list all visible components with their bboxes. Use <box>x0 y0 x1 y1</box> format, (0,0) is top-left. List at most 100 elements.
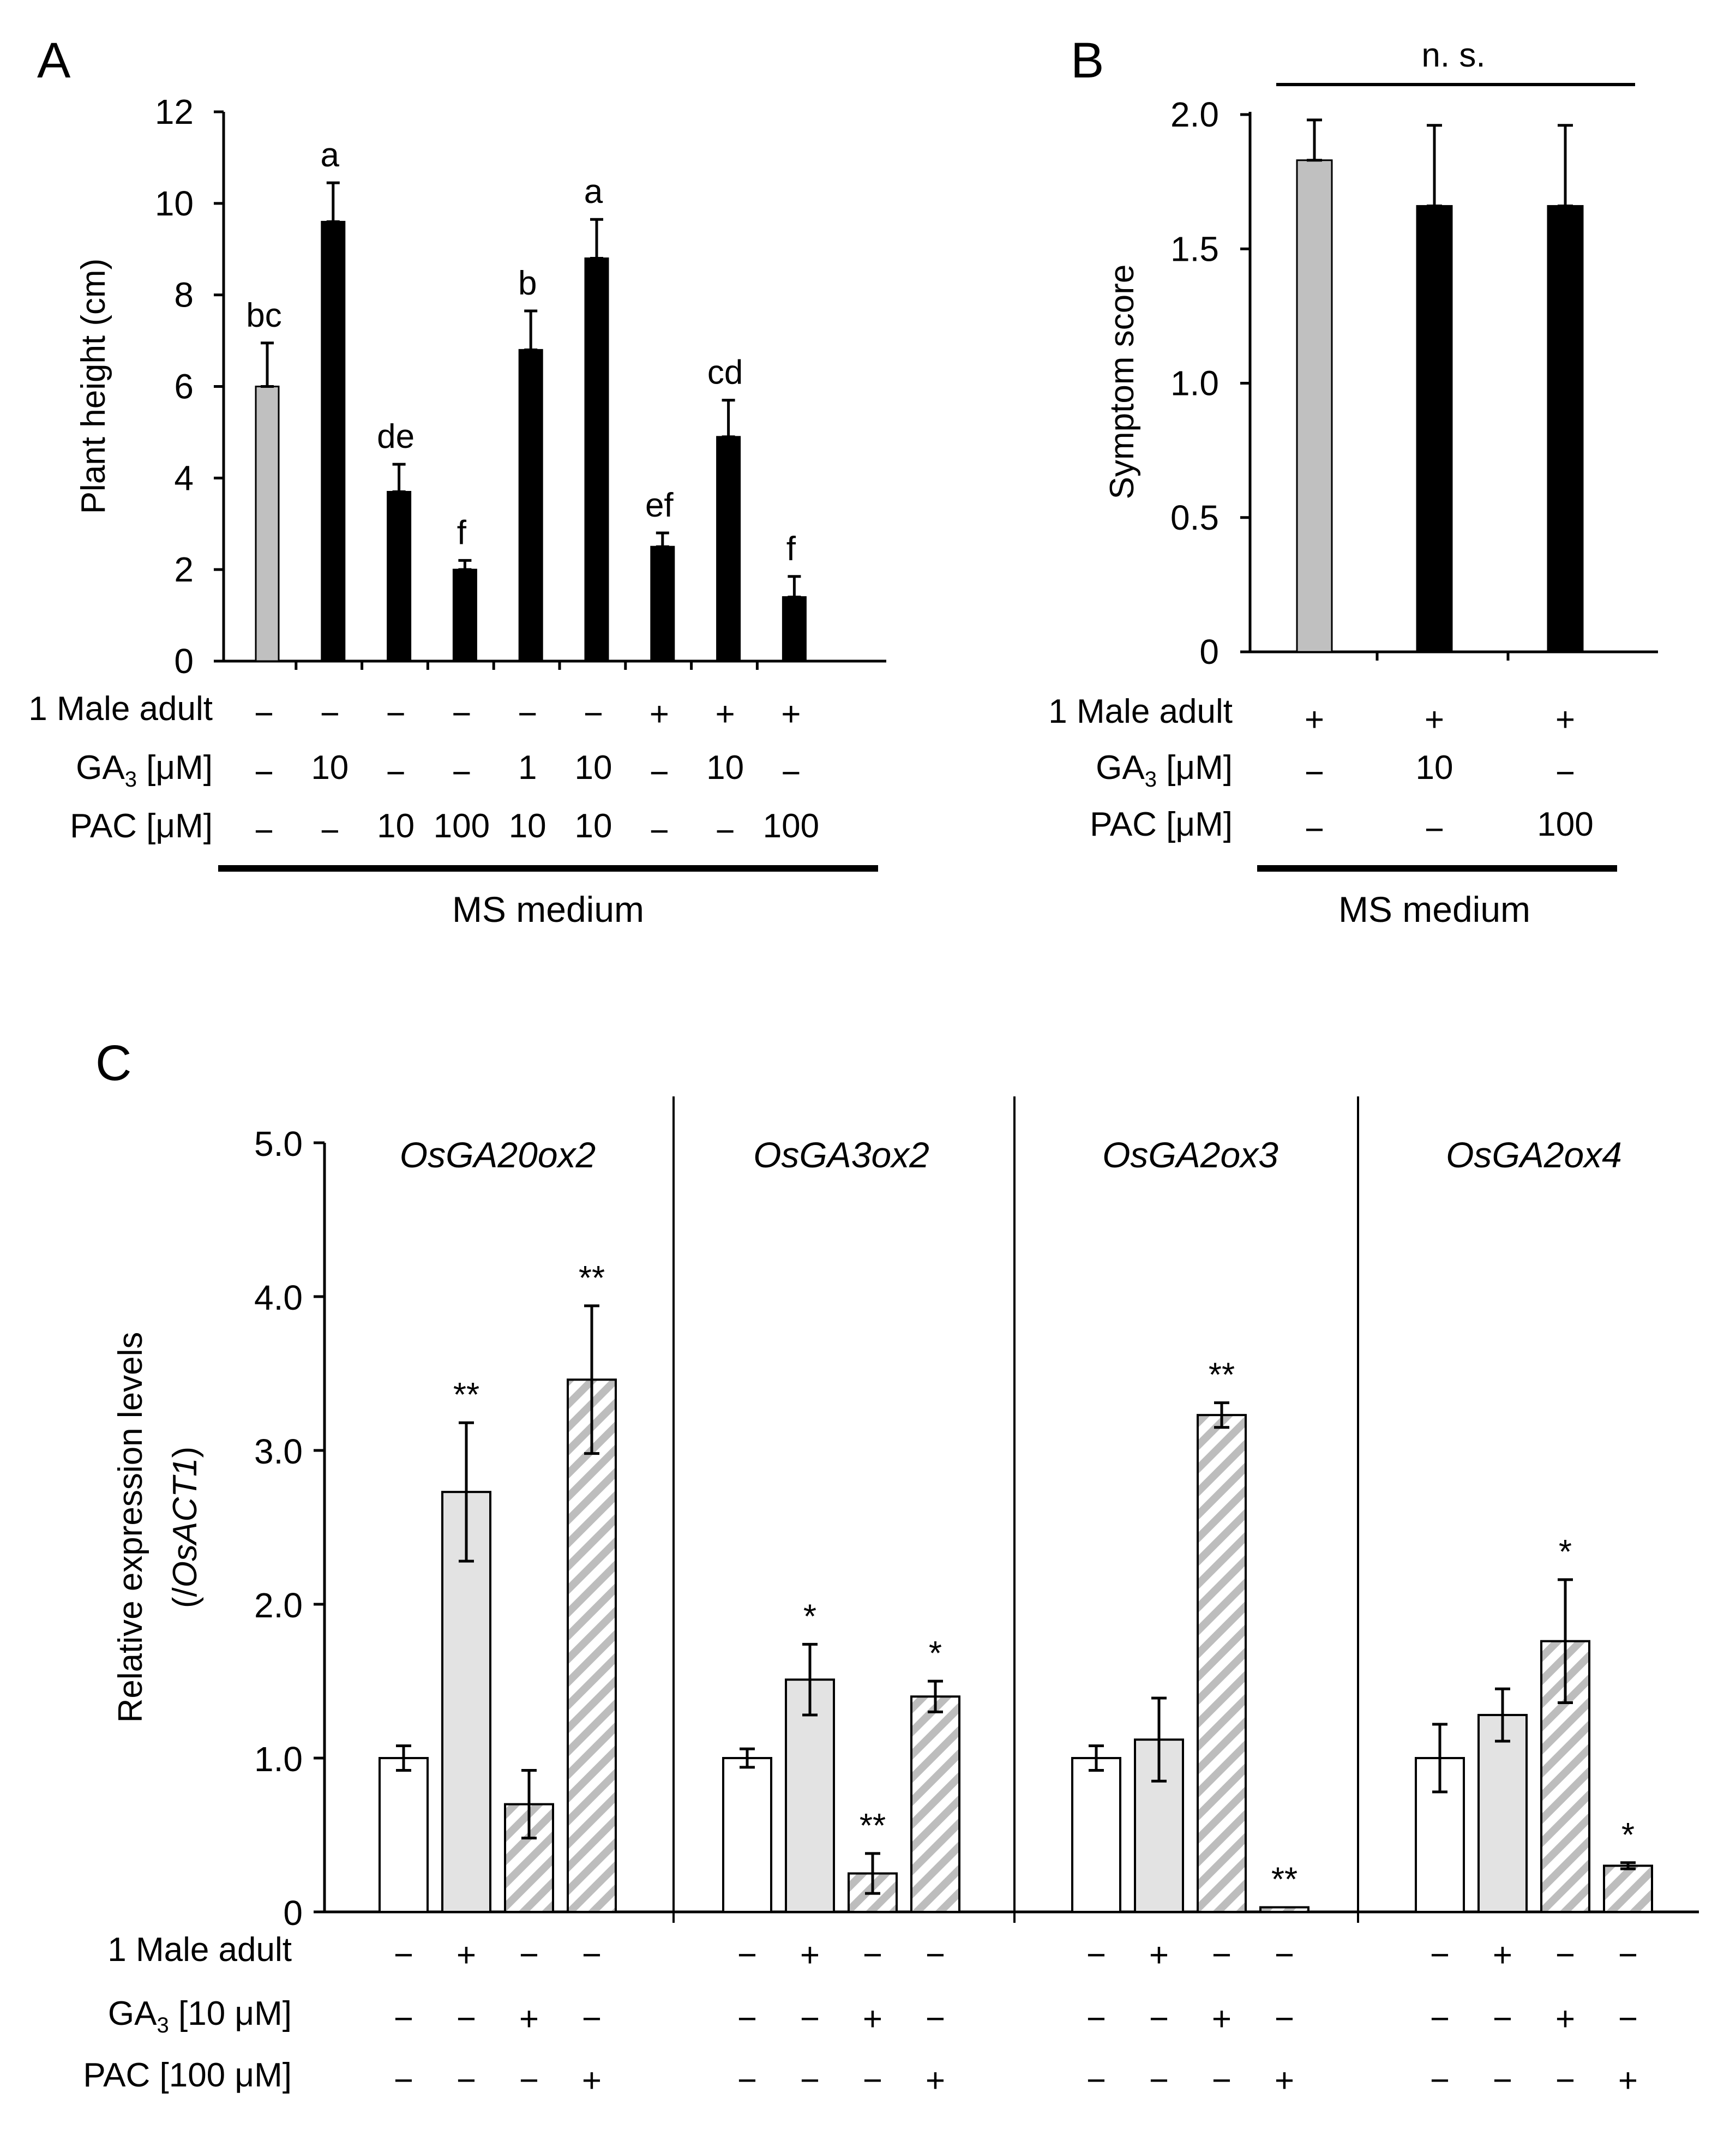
panel-c-sig-mark: ** <box>1209 1357 1235 1394</box>
panel-c-row-ga-label-main: GA <box>108 1995 157 2032</box>
panel-a-ytick-label: 12 <box>155 92 194 131</box>
panel-a-row-value: − <box>254 754 274 792</box>
panel-b-row-ga-label: GA3 [μM] <box>1096 749 1233 791</box>
panel-c-row-male-label: 1 Male adult <box>107 1931 292 1969</box>
panel-a-bar <box>452 568 477 662</box>
panel-c-bar <box>567 1378 617 1913</box>
panel-c-row-value: − <box>1430 2000 1450 2038</box>
panel-c-row-value: + <box>863 2000 882 2038</box>
panel-c-y-axis-title: Relative expression levels <box>112 1332 149 1723</box>
panel-c-row-value: − <box>1430 1936 1450 1974</box>
panel-b-letter: B <box>1071 33 1104 88</box>
panel-c-row-ga-label-sub: 3 <box>157 2013 169 2037</box>
panel-c-row-value: − <box>519 1936 539 1974</box>
panel-a-row-value: − <box>320 695 340 733</box>
panel-b-ytick-label: 1.0 <box>1170 364 1219 403</box>
panel-c-row-value: − <box>737 1936 757 1974</box>
panel-c-row-ga-label: GA3 [10 μM] <box>108 1995 292 2037</box>
panel-c-bar <box>1197 1414 1247 1913</box>
panel-c-row-value: + <box>1149 1936 1169 1974</box>
panel-c-bar <box>722 1757 772 1913</box>
panel-c-bar <box>1603 1864 1653 1913</box>
panel-c-condition-rows: 1 Male adult GA3 [10 μM] PAC [100 μM] − −… <box>83 1931 1638 2100</box>
panel-c-ytick-label: 4.0 <box>254 1278 303 1317</box>
panel-a-medium-label: MS medium <box>452 889 644 929</box>
panel-c-row-value: − <box>1618 1936 1638 1974</box>
panel-a-row-value: − <box>320 813 340 850</box>
panel-c-row-value: + <box>926 2062 945 2100</box>
panel-a-row-value: − <box>254 695 274 733</box>
panel-c-group-OsGA2ox4: OsGA2ox4 * * <box>1415 1135 1653 1914</box>
panel-c-row-value: + <box>1212 2000 1232 2038</box>
panel-b-y-ticks: 0 0.5 1.0 1.5 2.0 <box>1170 95 1250 671</box>
panel-c-sig-mark: * <box>1621 1816 1635 1854</box>
panel-a-ytick-label: 10 <box>155 184 194 223</box>
panel-c-y-ticks: 0 1.0 2.0 3.0 4.0 5.0 <box>254 1124 325 1933</box>
panel-c-row-value: − <box>1149 2000 1169 2038</box>
panel-b-y-axis-title: Symptom score <box>1103 265 1141 500</box>
panel-a-row-value: − <box>452 695 471 733</box>
panel-c-gene-label: OsGA2ox4 <box>1446 1135 1622 1175</box>
panel-c-group-OsGA20ox2: OsGA20ox2 ** ** <box>379 1135 617 1914</box>
panel-c-gene-label: OsGA2ox3 <box>1102 1135 1278 1175</box>
panel-c-letter: C <box>95 1035 131 1091</box>
panel-a-row-ga-label-main: GA <box>76 749 125 787</box>
panel-c-row-value: − <box>394 1936 413 1974</box>
panel-c-bar <box>379 1757 429 1913</box>
panel-c-row-value: − <box>582 1936 602 1974</box>
panel-b-bars <box>1296 118 1584 661</box>
panel-c-row-value: − <box>1555 1936 1575 1974</box>
panel-b-condition-rows: 1 Male adult GA3 [μM] PAC [μM] + + + − 10 − − −… <box>1048 693 1593 849</box>
panel-a-bar <box>387 491 412 662</box>
panel-a-row-value: 10 <box>575 807 612 845</box>
panel-c-row-value: − <box>394 2062 413 2100</box>
panel-c-row-value: + <box>1493 1936 1512 1974</box>
panel-a-row-ga-label-sub: 3 <box>125 767 137 791</box>
panel-a-row-value: + <box>781 695 801 733</box>
panel-c-y-axis-title-close: ) <box>166 1447 204 1458</box>
panel-a-row-value: − <box>386 754 405 792</box>
panel-b-row-value: 10 <box>1416 749 1453 787</box>
panel-a-bar <box>518 349 543 662</box>
panel-c-groups: OsGA20ox2****OsGA3ox2****OsGA2ox3****OsG… <box>379 1135 1653 1914</box>
panel-a-bar <box>255 386 280 662</box>
panel-c-row-value: − <box>1149 2062 1169 2100</box>
panel-c-row-value: − <box>1086 1936 1106 1974</box>
panel-c-row-value: + <box>800 1936 820 1974</box>
panel-a-row-value: − <box>650 813 669 850</box>
panel-a-row-value: 10 <box>311 749 349 787</box>
panel-a-sig-letter: bc <box>246 297 281 334</box>
panel-a-row-value: − <box>715 813 735 850</box>
panel-b-bar <box>1296 159 1333 653</box>
panel-b-ns-label: n. s. <box>1421 37 1485 74</box>
panel-c-sig-mark: * <box>803 1598 816 1635</box>
panel-a-row-value: − <box>254 813 274 850</box>
panel-a-row-ga-label: GA3 [μM] <box>76 749 213 791</box>
panel-a-row-pac-label: PAC [μM] <box>70 807 213 845</box>
panel-c-y-axis-title-italic: OsACT1 <box>166 1458 204 1588</box>
panel-c-ytick-label: 3.0 <box>254 1432 303 1471</box>
panel-a-sig-letter: f <box>457 514 467 551</box>
panel-c-ytick-label: 0 <box>283 1893 303 1933</box>
panel-c-bar <box>1259 1906 1309 1914</box>
panel-c-row-value: − <box>926 2000 945 2038</box>
panel-a-row-value: 10 <box>509 807 546 845</box>
panel-c-row-value: − <box>582 2000 602 2038</box>
panel-c-y-axis-title-open: (/ <box>166 1587 204 1608</box>
panel-c-row-value: − <box>863 1936 882 1974</box>
panel-b: 0 0.5 1.0 1.5 2.0 Symptom score n. s. 1 Male… <box>1048 37 1658 929</box>
panel-a-sig-letter: a <box>321 136 340 174</box>
panel-b-row-value: 100 <box>1537 806 1593 843</box>
panel-c-row-value: − <box>737 2000 757 2038</box>
panel-a-row-ga-label-rest: [μM] <box>137 749 213 787</box>
panel-a-row-value: − <box>452 754 471 792</box>
panel-c-row-value: + <box>582 2062 602 2100</box>
panel-a-sig-letter: a <box>584 173 603 211</box>
panel-a-row-value: 10 <box>706 749 744 787</box>
panel-c-row-ga-label-rest: [10 μM] <box>169 1995 292 2032</box>
panel-c-bar <box>1477 1714 1528 1914</box>
panel-a-bar <box>584 257 609 662</box>
panel-a-ytick-label: 2 <box>174 550 194 589</box>
panel-c-row-value: − <box>1275 1936 1294 1974</box>
panel-a-row-value: + <box>650 695 669 733</box>
